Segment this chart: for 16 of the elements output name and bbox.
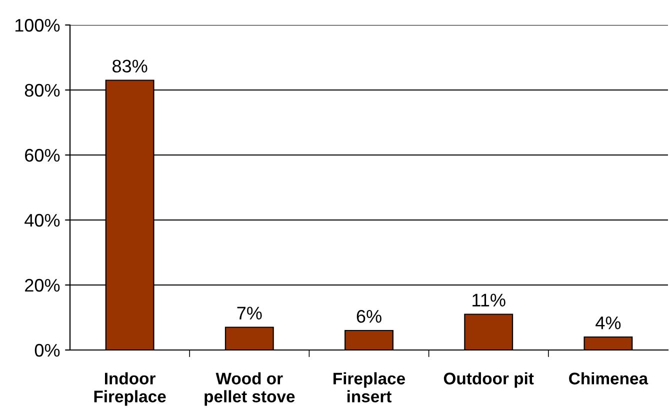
y-tick-label: 80%: [24, 84, 60, 97]
y-tick-label: 60%: [25, 148, 60, 162]
data-label: 6%: [356, 310, 382, 323]
data-label: 4%: [596, 316, 621, 330]
y-tick-label: 20%: [25, 278, 60, 292]
data-label: 83%: [112, 60, 148, 73]
y-tick-label: 40%: [24, 214, 60, 227]
y-tick-label: 0%: [34, 344, 60, 357]
x-tick-label: Chimenea: [569, 372, 648, 384]
data-label: 7%: [237, 306, 262, 320]
x-tick-label: Fireplace insert: [334, 372, 406, 402]
x-tick-label: Wood or pellet stove: [204, 372, 295, 406]
data-label: 11%: [472, 294, 506, 306]
x-tick-label: Outdoor pit: [444, 372, 534, 388]
x-tick-label: Indoor Fireplace: [94, 372, 166, 406]
y-tick-label: 100%: [15, 18, 60, 32]
